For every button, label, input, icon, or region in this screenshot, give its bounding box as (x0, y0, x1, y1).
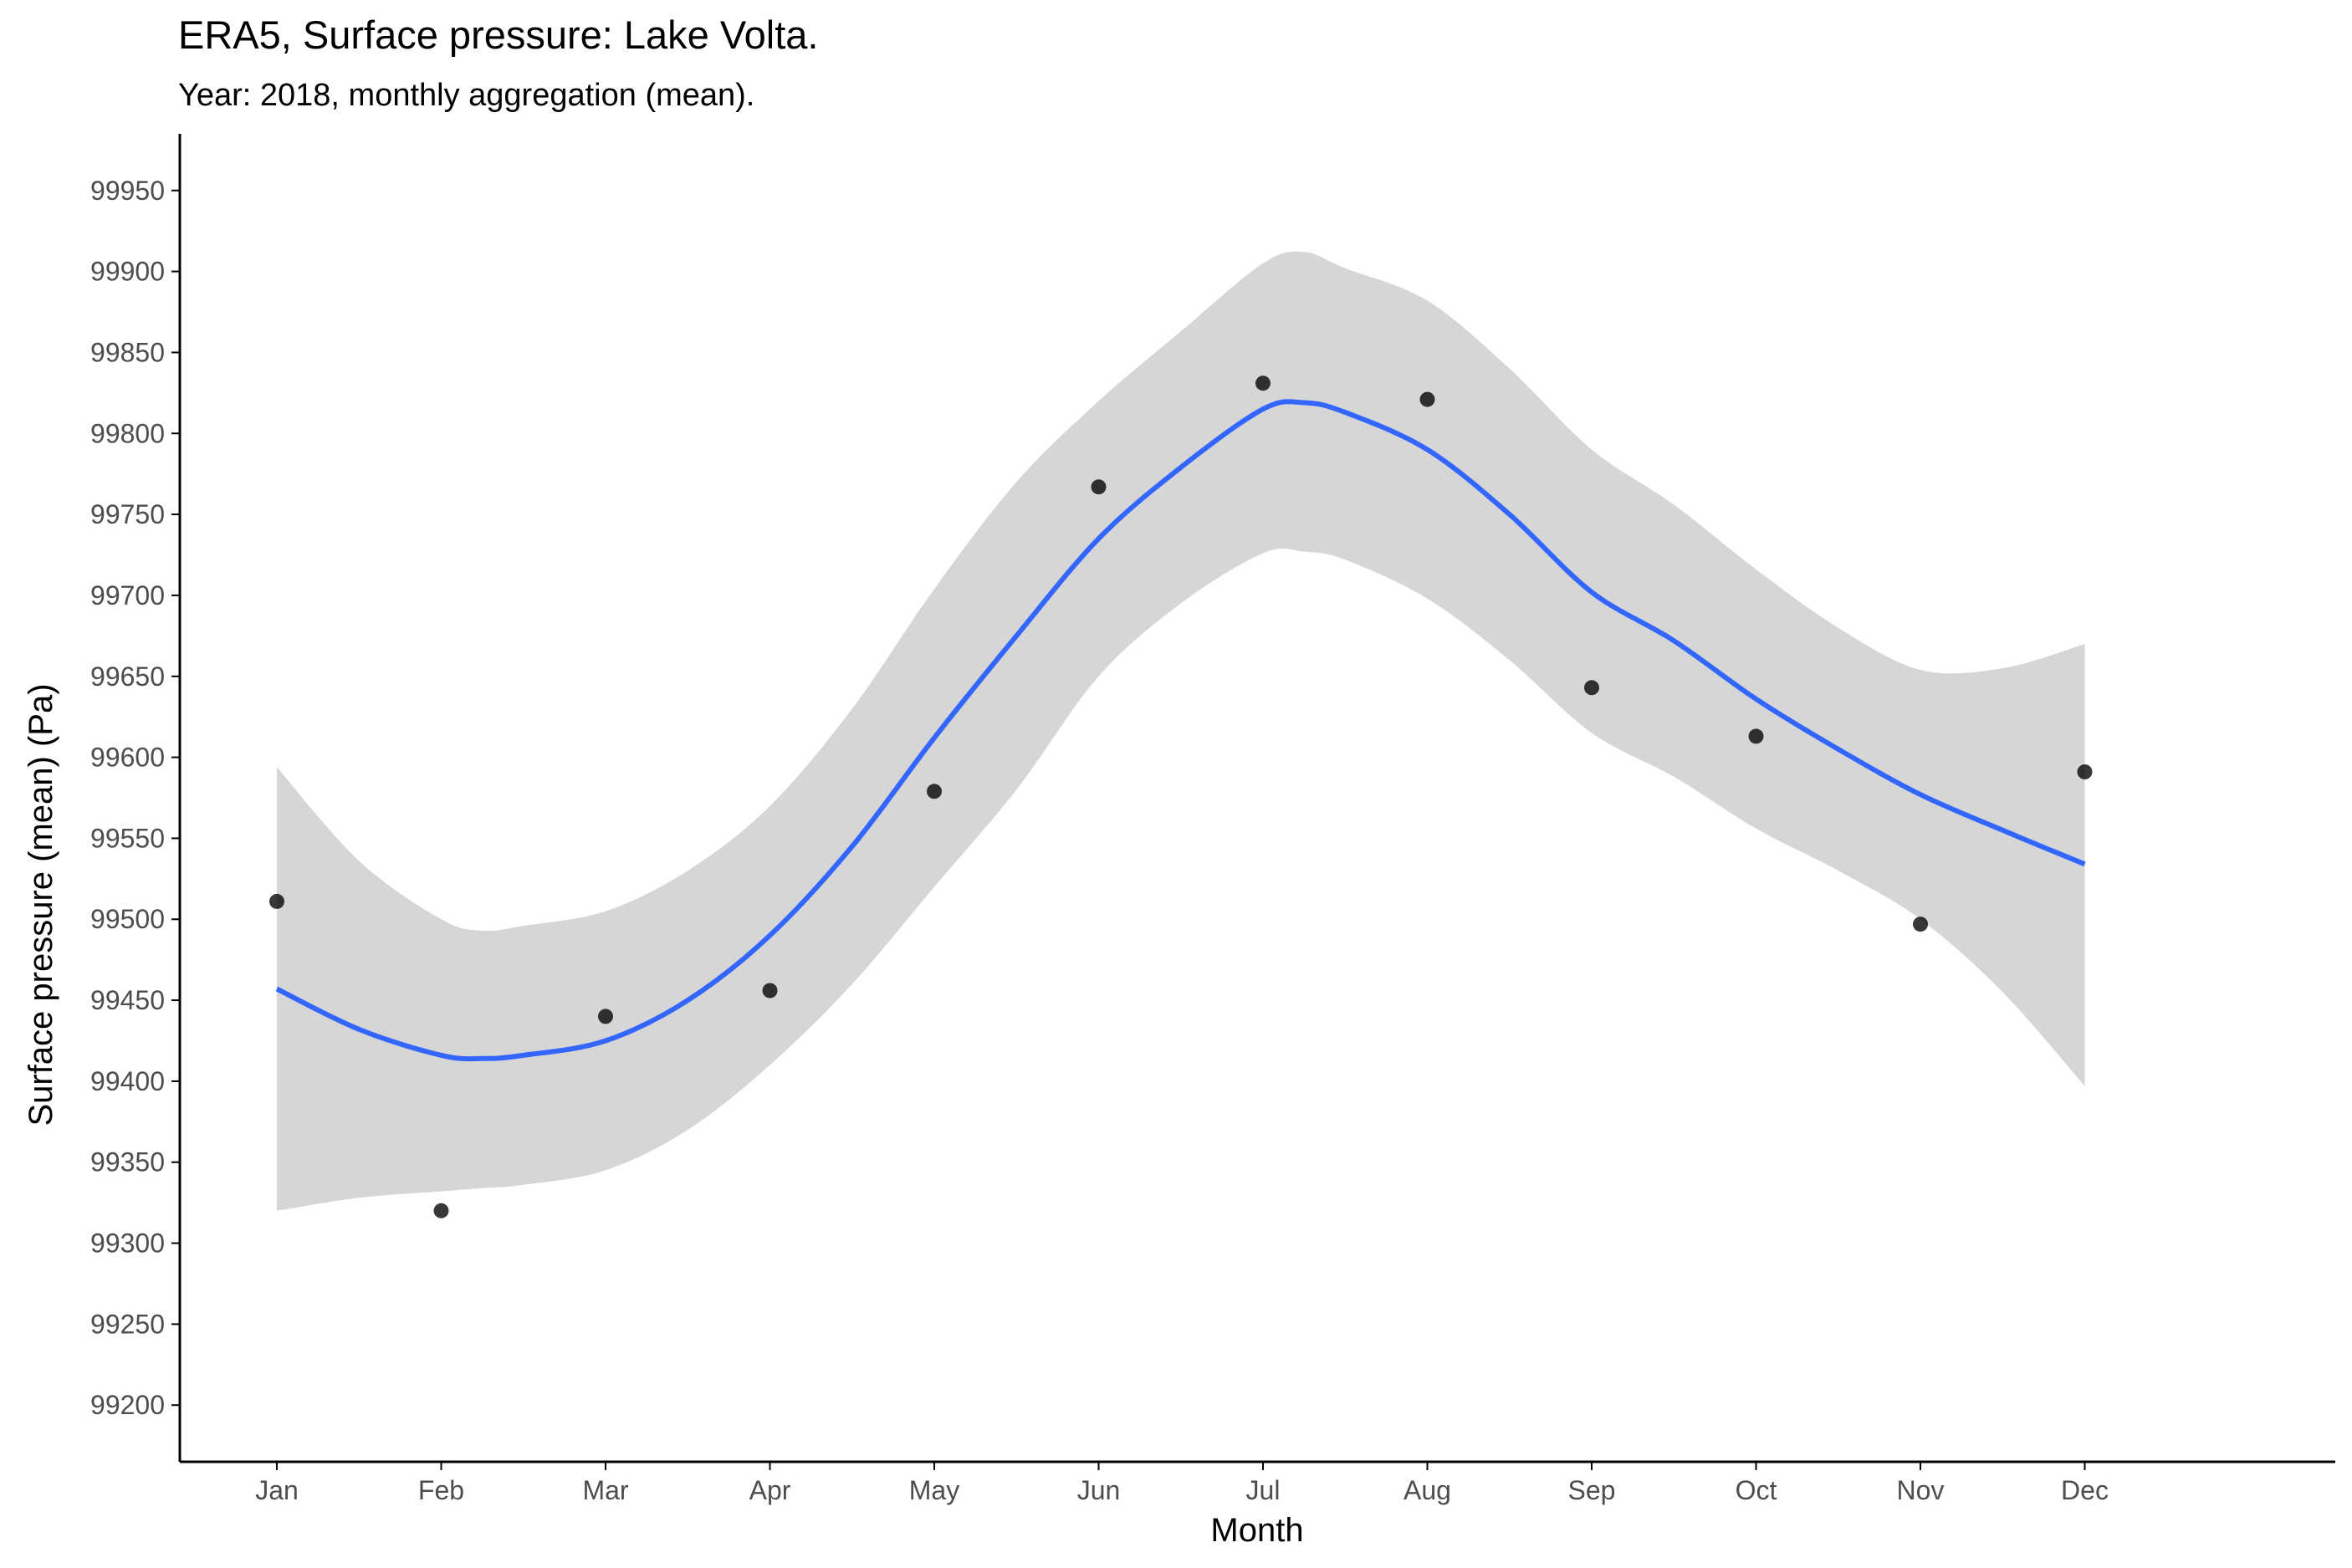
y-tick-label: 99700 (90, 580, 165, 610)
x-tick-label-sep: Sep (1568, 1475, 1616, 1505)
y-tick-label: 99600 (90, 743, 165, 773)
data-point-feb (433, 1203, 449, 1218)
x-tick-label-aug: Aug (1404, 1475, 1451, 1505)
y-tick-label: 99950 (90, 176, 165, 206)
data-points (269, 375, 2093, 1218)
y-axis-title: Surface pressure (mean) (Pa) (23, 683, 59, 1126)
chart-title: ERA5, Surface pressure: Lake Volta. (178, 13, 818, 57)
data-point-aug (1419, 391, 1435, 407)
data-point-nov (1913, 917, 1928, 932)
data-point-oct (1748, 728, 1764, 744)
data-point-jul (1255, 375, 1271, 391)
y-tick-label: 99650 (90, 661, 165, 692)
y-tick-label: 99850 (90, 337, 165, 367)
x-tick-label-mar: Mar (582, 1475, 628, 1505)
y-tick-label: 99900 (90, 257, 165, 287)
x-tick-label-dec: Dec (2061, 1475, 2109, 1505)
data-point-jun (1091, 479, 1107, 495)
data-point-dec (2077, 764, 2093, 779)
data-point-may (927, 784, 942, 799)
y-tick-label: 99550 (90, 823, 165, 853)
ribbon-band (277, 251, 2085, 1211)
y-tick-label: 99200 (90, 1390, 165, 1420)
x-tick-label-may: May (909, 1475, 959, 1505)
x-axis: Jan Feb Mar Apr May Jun Jul Aug Sep Oct Nov Dec (180, 1460, 2335, 1505)
x-tick-label-oct: Oct (1736, 1475, 1777, 1505)
confidence-ribbon (277, 251, 2085, 1211)
x-tick-label-apr: Apr (749, 1475, 791, 1505)
data-point-mar (598, 1009, 613, 1024)
x-tick-label-jan: Jan (255, 1475, 299, 1505)
y-tick-label: 99750 (90, 499, 165, 529)
smooth-line-layer (275, 399, 2086, 1062)
data-point-sep (1584, 680, 1599, 696)
y-tick-label: 99800 (90, 418, 165, 448)
x-tick-label-jun: Jun (1077, 1475, 1121, 1505)
y-tick-label: 99350 (90, 1147, 165, 1177)
x-axis-title: Month (1210, 1512, 1303, 1549)
x-tick-label-nov: Nov (1897, 1475, 1945, 1505)
y-tick-label: 99250 (90, 1309, 165, 1339)
chart-subtitle: Year: 2018, monthly aggregation (mean). (178, 78, 754, 113)
y-tick-label: 99500 (90, 904, 165, 934)
data-point-jan (269, 893, 284, 909)
x-tick-label-jul: Jul (1246, 1475, 1281, 1505)
y-tick-label: 99300 (90, 1228, 165, 1259)
y-tick-label: 99450 (90, 985, 165, 1015)
y-tick-label: 99400 (90, 1066, 165, 1096)
smooth-line (275, 399, 2086, 1062)
data-point-apr (762, 983, 778, 999)
y-axis: 99200 99250 99300 99350 99400 99450 99500 99550… (90, 134, 182, 1462)
x-tick-label-feb: Feb (418, 1475, 464, 1505)
